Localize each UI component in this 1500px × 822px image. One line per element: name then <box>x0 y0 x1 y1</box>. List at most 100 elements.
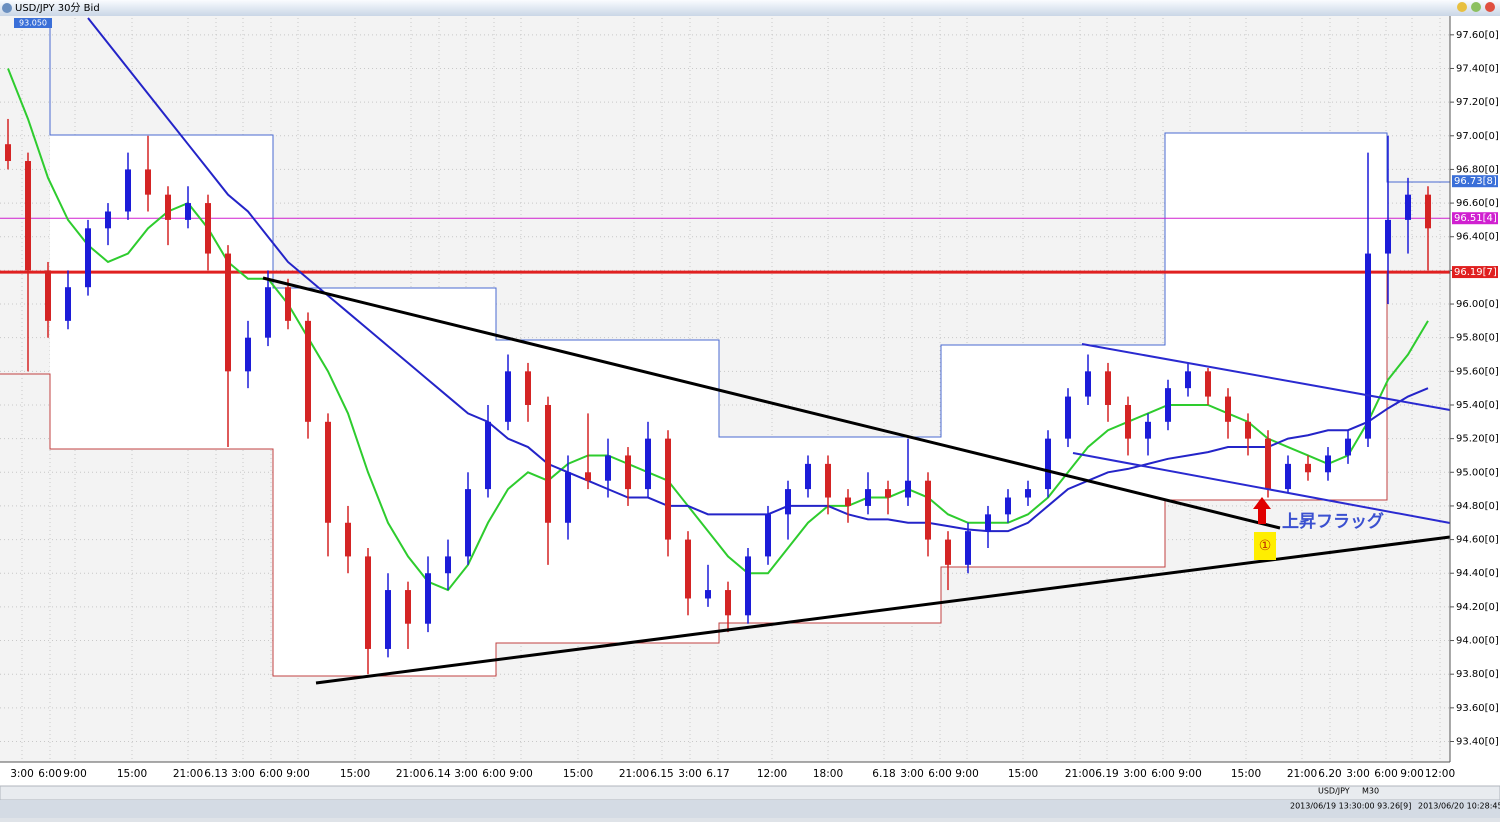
candle-body <box>765 514 771 557</box>
x-tick-label: 15:00 <box>563 768 593 780</box>
trendline <box>262 276 1281 530</box>
close-button[interactable] <box>1485 2 1495 12</box>
x-tick-label: 21:00 <box>396 768 426 780</box>
candle-body <box>965 531 971 565</box>
candle-body <box>1425 194 1431 229</box>
candle-body <box>225 253 231 372</box>
candle-body <box>1265 438 1271 490</box>
scrollbar[interactable] <box>0 785 1500 801</box>
candle-body <box>665 438 671 540</box>
x-tick-label: 15:00 <box>117 768 147 780</box>
candle-body <box>85 228 91 288</box>
level-label: 96.73[8] <box>1454 176 1497 187</box>
flag-line <box>1081 343 1451 411</box>
candle-body <box>925 480 931 540</box>
y-tick-label: 96.60[0] <box>1456 198 1499 209</box>
x-tick-label: 6.19 <box>1095 768 1118 780</box>
candle-body <box>865 489 871 506</box>
x-tick-label: 12:00 <box>1425 768 1455 780</box>
x-tick-label: 6.17 <box>706 768 729 780</box>
upper-range-line <box>49 18 1450 438</box>
candle-body <box>325 421 331 523</box>
y-tick-label: 95.20[0] <box>1456 434 1499 445</box>
x-tick-label: 3:00 <box>231 768 255 780</box>
candle-body <box>5 144 11 162</box>
candle-body <box>145 169 151 195</box>
trendline <box>315 535 1451 685</box>
x-tick-label: 6.20 <box>1318 768 1341 780</box>
candle-body <box>65 287 71 321</box>
candle-body <box>825 463 831 498</box>
candle-body <box>425 573 431 624</box>
app-icon <box>2 3 12 13</box>
candle-body <box>125 169 131 212</box>
candle-body <box>745 556 751 616</box>
annotation: 上昇フラッグ <box>1282 511 1384 532</box>
candle-body <box>565 472 571 523</box>
range-box <box>50 135 273 449</box>
x-tick-label: 6:00 <box>928 768 952 780</box>
candle-body <box>1185 371 1191 389</box>
candle-body <box>265 287 271 338</box>
minimize-button[interactable] <box>1457 2 1467 12</box>
candle-body <box>1165 388 1171 422</box>
level-tag <box>1452 266 1498 279</box>
x-tick-label: 9:00 <box>509 768 533 780</box>
y-tick-label: 96.00[0] <box>1456 299 1499 310</box>
x-tick-label: 12:00 <box>757 768 787 780</box>
y-tick-label: 93.40[0] <box>1456 736 1499 747</box>
flag-line <box>1072 452 1451 524</box>
candle-body <box>685 539 691 599</box>
candle-body <box>1025 489 1031 498</box>
candle-body <box>385 590 391 649</box>
price-axis <box>1450 16 1500 762</box>
candle-body <box>1065 396 1071 439</box>
x-tick-label: 18:00 <box>813 768 843 780</box>
candle-body <box>1225 396 1231 422</box>
clock: 2013/06/20 10:28:45 <box>1418 802 1500 811</box>
y-tick-label: 96.80[0] <box>1456 164 1499 175</box>
candle-body <box>165 194 171 220</box>
candle-body <box>285 287 291 321</box>
x-tick-label: 6:00 <box>259 768 283 780</box>
x-tick-label: 3:00 <box>678 768 702 780</box>
candle-body <box>1125 404 1131 439</box>
x-tick-label: 6.13 <box>204 768 227 780</box>
y-tick-label: 94.60[0] <box>1456 535 1499 546</box>
candle-body <box>205 203 211 254</box>
level-label: 96.19[7] <box>1454 267 1497 278</box>
x-tick-label: 3:00 <box>454 768 478 780</box>
candle-body <box>1325 455 1331 473</box>
candle-body <box>25 161 31 271</box>
x-tick-label: 9:00 <box>286 768 310 780</box>
time-axis <box>0 762 1500 786</box>
candle-body <box>1105 371 1111 405</box>
timeframe[interactable]: M30 <box>1362 787 1379 796</box>
candle-body <box>1085 371 1091 397</box>
range-box <box>941 345 1165 567</box>
candle-body <box>465 489 471 557</box>
candle-body <box>945 539 951 565</box>
y-tick-label: 95.60[0] <box>1456 366 1499 377</box>
candle-body <box>1345 438 1351 456</box>
x-tick-label: 9:00 <box>1178 768 1202 780</box>
candle-body <box>845 497 851 506</box>
candle-body <box>405 590 411 624</box>
symbol[interactable]: USD/JPY <box>1318 787 1350 796</box>
candle-body <box>1285 463 1291 490</box>
cursor-info: 2013/06/19 13:30:00 93.26[9] <box>1290 802 1411 811</box>
maximize-button[interactable] <box>1471 2 1481 12</box>
candle-body <box>645 438 651 490</box>
x-tick-label: 6:00 <box>482 768 506 780</box>
candle-body <box>585 472 591 481</box>
candle-body <box>905 480 911 498</box>
level-tag <box>1452 212 1498 225</box>
candle-body <box>1145 421 1151 439</box>
candle-body <box>345 522 351 557</box>
candle-body <box>185 203 191 220</box>
x-tick-label: 15:00 <box>1008 768 1038 780</box>
level-tag <box>1452 175 1498 188</box>
candle-body <box>1245 421 1251 439</box>
tag <box>14 18 52 28</box>
candle-body <box>485 421 491 490</box>
